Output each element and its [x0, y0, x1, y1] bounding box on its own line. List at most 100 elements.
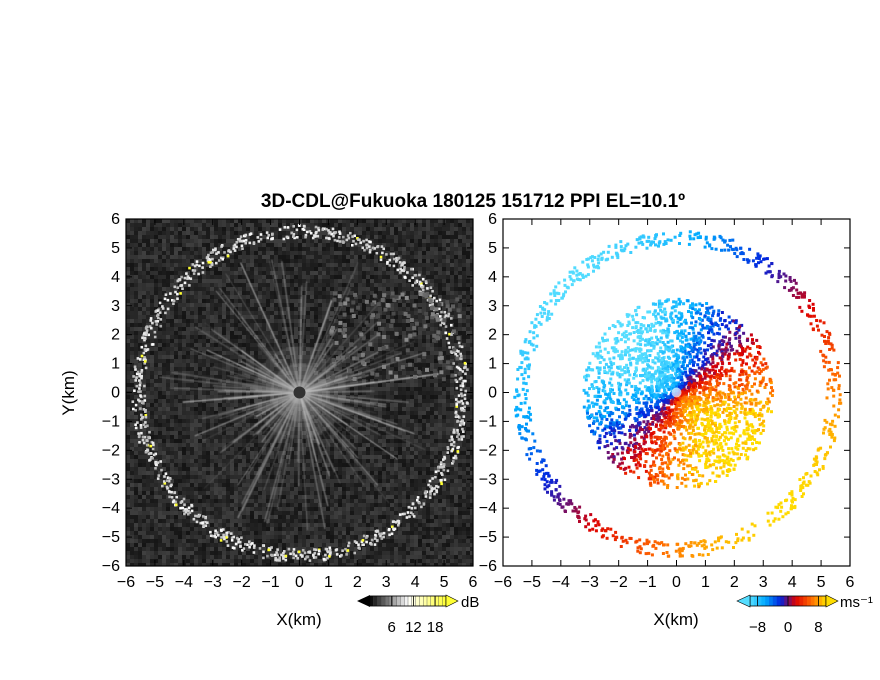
- snr-noise-cell: [454, 303, 458, 307]
- snr-noise-cell: [162, 295, 166, 299]
- snr-noise-cell: [438, 431, 442, 435]
- snr-noise-cell: [202, 383, 206, 387]
- snr-noise-cell: [218, 427, 222, 431]
- snr-noise-cell: [370, 391, 374, 395]
- snr-noise-cell: [194, 255, 198, 259]
- snr-noise-cell: [470, 231, 473, 235]
- snr-noise-cell: [178, 319, 182, 323]
- snr-noise-cell: [310, 335, 314, 339]
- snr-noise-cell: [358, 319, 362, 323]
- snr-noise-cell: [126, 303, 130, 307]
- snr-noise-cell: [146, 255, 150, 259]
- snr-noise-cell: [222, 415, 226, 419]
- snr-noise-cell: [190, 411, 194, 415]
- snr-noise-cell: [230, 379, 234, 383]
- snr-noise-cell: [234, 447, 238, 451]
- snr-noise-cell: [206, 395, 210, 399]
- snr-noise-cell: [442, 395, 446, 399]
- snr-noise-cell: [462, 287, 466, 291]
- snr-noise-cell: [162, 427, 166, 431]
- snr-noise-cell: [398, 339, 402, 343]
- snr-noise-cell: [354, 303, 358, 307]
- snr-noise-cell: [154, 239, 158, 243]
- snr-noise-cell: [402, 295, 406, 299]
- snr-noise-cell: [226, 263, 230, 267]
- snr-noise-cell: [166, 399, 170, 403]
- snr-noise-cell: [146, 231, 150, 235]
- snr-noise-cell: [462, 267, 466, 271]
- snr-noise-cell: [354, 259, 358, 263]
- snr-noise-cell: [174, 319, 178, 323]
- snr-noise-cell: [338, 315, 342, 319]
- snr-noise-cell: [446, 351, 450, 355]
- snr-noise-cell: [434, 443, 438, 447]
- snr-noise-cell: [138, 327, 142, 331]
- snr-noise-cell: [274, 323, 278, 327]
- snr-noise-cell: [322, 339, 326, 343]
- snr-noise-cell: [438, 387, 442, 391]
- snr-noise-cell: [234, 223, 238, 227]
- snr-noise-cell: [318, 347, 322, 351]
- snr-noise-cell: [262, 355, 266, 359]
- snr-noise-cell: [430, 379, 434, 383]
- snr-noise-cell: [170, 279, 174, 283]
- snr-noise-cell: [210, 415, 214, 419]
- snr-noise-cell: [430, 231, 434, 235]
- snr-noise-cell: [186, 235, 190, 239]
- snr-noise-cell: [194, 415, 198, 419]
- snr-noise-cell: [418, 391, 422, 395]
- snr-noise-cell: [326, 235, 330, 239]
- snr-noise-cell: [446, 283, 450, 287]
- snr-noise-cell: [454, 235, 458, 239]
- snr-noise-cell: [394, 411, 398, 415]
- snr-noise-cell: [202, 379, 206, 383]
- snr-noise-cell: [438, 407, 442, 411]
- snr-noise-cell: [430, 263, 434, 267]
- snr-noise-cell: [302, 339, 306, 343]
- snr-noise-cell: [130, 267, 134, 271]
- snr-noise-cell: [462, 219, 466, 223]
- snr-noise-cell: [126, 227, 130, 231]
- snr-noise-cell: [334, 255, 338, 259]
- snr-noise-cell: [174, 347, 178, 351]
- snr-noise-cell: [386, 415, 390, 419]
- snr-noise-cell: [454, 243, 458, 247]
- snr-noise-cell: [190, 307, 194, 311]
- snr-noise-cell: [414, 419, 418, 423]
- snr-noise-cell: [470, 431, 473, 435]
- snr-noise-cell: [134, 351, 138, 355]
- snr-noise-cell: [442, 283, 446, 287]
- snr-noise-cell: [134, 419, 138, 423]
- snr-noise-cell: [454, 279, 458, 283]
- snr-noise-cell: [162, 243, 166, 247]
- snr-noise-cell: [254, 415, 258, 419]
- snr-noise-cell: [426, 407, 430, 411]
- snr-noise-cell: [458, 239, 462, 243]
- snr-noise-cell: [238, 383, 242, 387]
- snr-noise-cell: [294, 239, 298, 243]
- snr-noise-cell: [450, 415, 454, 419]
- snr-noise-cell: [218, 283, 222, 287]
- snr-noise-cell: [186, 255, 190, 259]
- snr-noise-cell: [458, 327, 462, 331]
- snr-noise-cell: [366, 351, 370, 355]
- snr-noise-cell: [402, 395, 406, 399]
- snr-noise-cell: [138, 247, 142, 251]
- snr-noise-cell: [202, 427, 206, 431]
- snr-noise-cell: [338, 335, 342, 339]
- snr-noise-cell: [186, 259, 190, 263]
- snr-noise-cell: [234, 403, 238, 407]
- snr-noise-cell: [158, 227, 162, 231]
- snr-noise-cell: [202, 415, 206, 419]
- snr-noise-cell: [434, 311, 438, 315]
- snr-noise-cell: [398, 383, 402, 387]
- snr-noise-cell: [130, 323, 134, 327]
- snr-noise-cell: [130, 439, 134, 443]
- snr-noise-cell: [406, 367, 410, 371]
- snr-noise-cell: [334, 331, 338, 335]
- snr-noise-cell: [370, 395, 374, 399]
- snr-noise-cell: [222, 263, 226, 267]
- snr-noise-cell: [462, 307, 466, 311]
- snr-noise-cell: [242, 283, 246, 287]
- snr-noise-cell: [198, 431, 202, 435]
